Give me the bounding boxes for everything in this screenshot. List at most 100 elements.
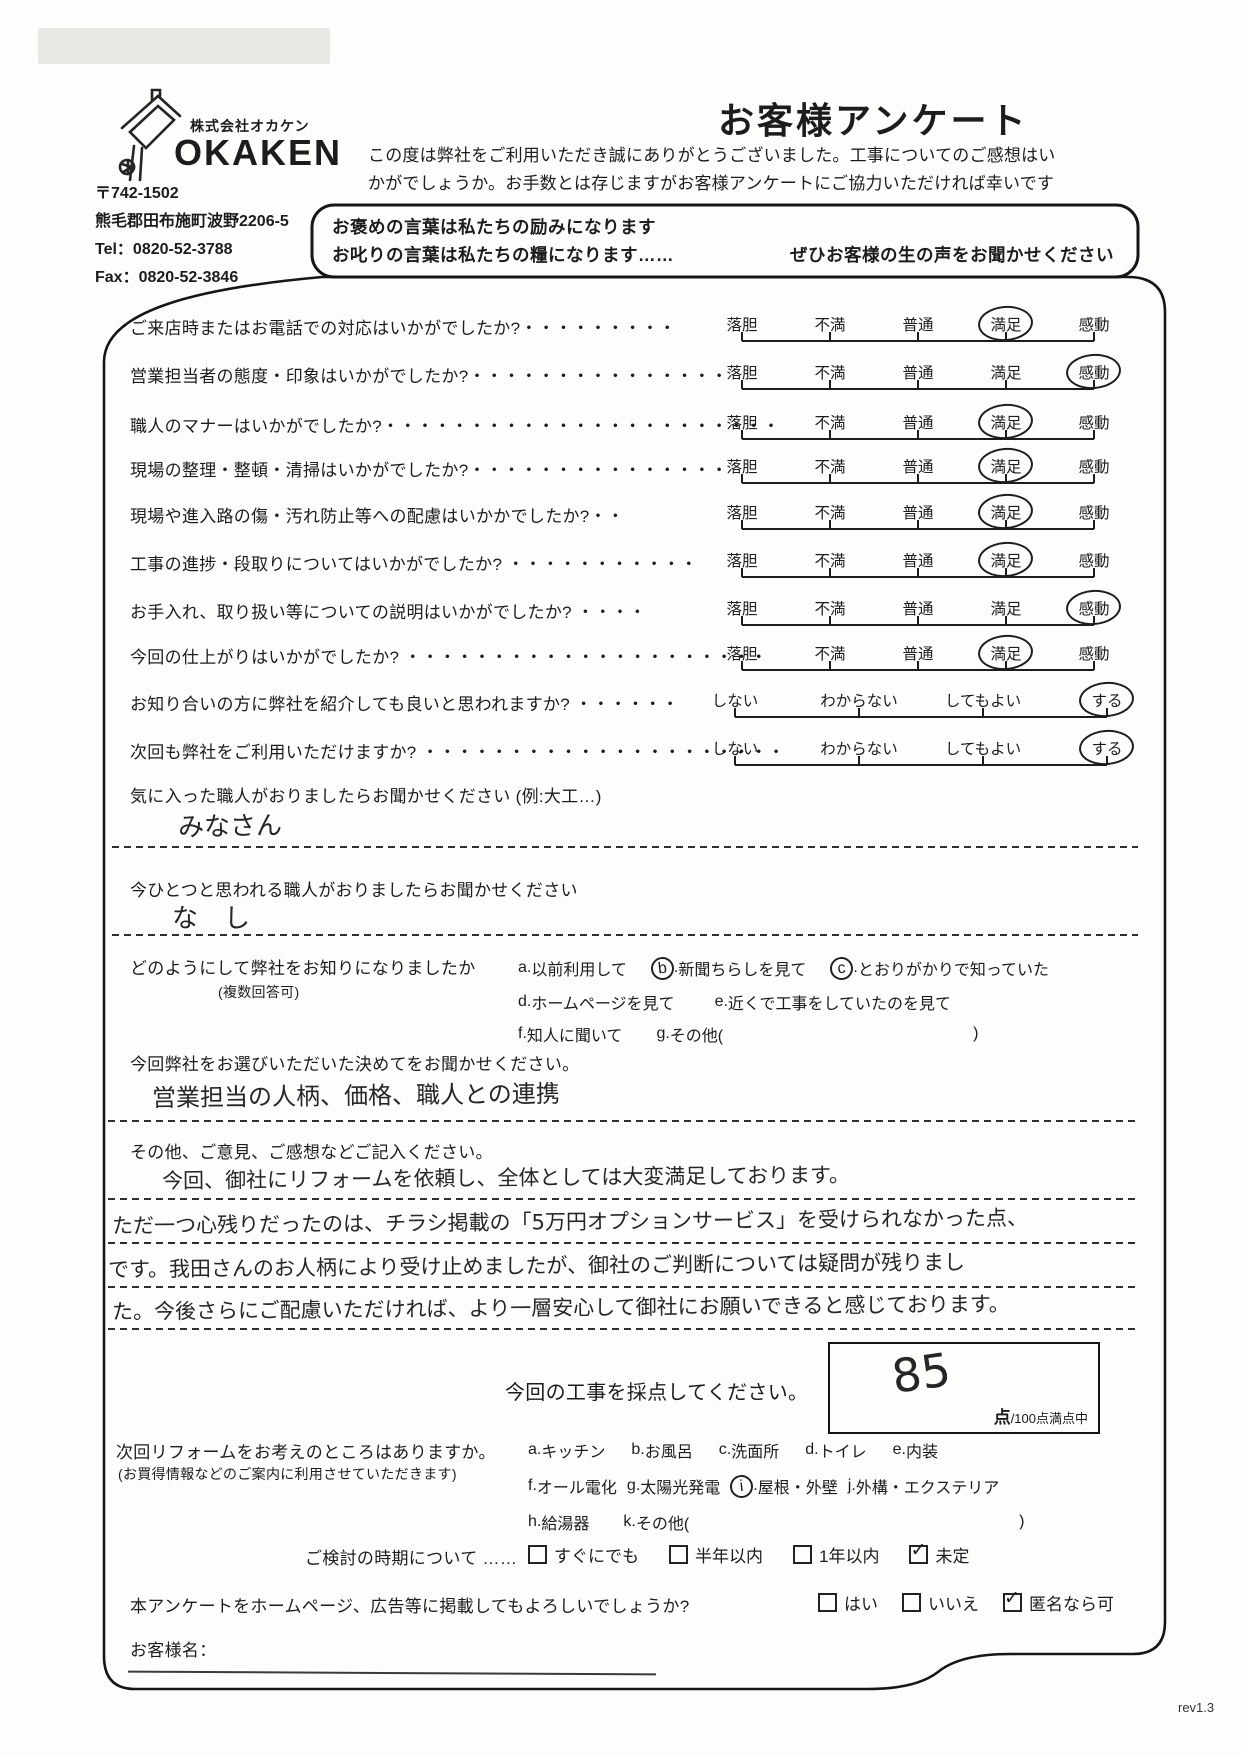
scale-option-selected[interactable]: 満足 [962, 498, 1050, 542]
scale-option[interactable]: 満足 [962, 358, 1050, 402]
known-from-option[interactable]: e. 近くで工事をしていたのを見て [715, 990, 951, 1014]
option-letter-dot: . [753, 1477, 758, 1494]
next-reform-option-circled[interactable]: i. 屋根・外壁 [729, 1473, 838, 1499]
known-from-option[interactable]: a. 以前利用して [518, 956, 627, 980]
option-text: 屋根・外壁 [757, 1480, 838, 1497]
scale-option[interactable]: 普通 [874, 639, 962, 683]
scale-option[interactable]: してもよい [921, 686, 1045, 730]
scale-option[interactable]: 不満 [786, 408, 874, 452]
scale-option-selected[interactable]: 感動 [1050, 594, 1138, 638]
scale-option[interactable]: 落胆 [698, 358, 786, 402]
scale-option-label: 落胆 [726, 601, 758, 618]
scale-option[interactable]: 不満 [786, 594, 874, 638]
scale-option[interactable]: 感動 [1050, 310, 1138, 354]
scale-option-selected[interactable]: 感動 [1050, 358, 1138, 402]
option-letter-dot: . [851, 1477, 856, 1494]
scale-option[interactable]: しない [673, 686, 797, 730]
checkbox-icon [528, 1545, 547, 1564]
scale-option[interactable]: 落胆 [698, 639, 786, 683]
scale-option-selected[interactable]: する [1045, 686, 1169, 730]
scale-option-selected[interactable]: 満足 [962, 639, 1050, 683]
scale-option-selected[interactable]: 満足 [962, 408, 1050, 452]
scale-option[interactable]: 落胆 [698, 498, 786, 542]
publish-checkbox[interactable]: はい [818, 1590, 878, 1615]
scale-option[interactable]: 感動 [1050, 408, 1138, 452]
scale-option[interactable]: してもよい [921, 734, 1045, 778]
known-from-option[interactable]: f. 知人に聞いて [518, 1022, 622, 1046]
scale-option[interactable]: 不満 [786, 358, 874, 402]
scale-option[interactable]: 満足 [962, 594, 1050, 638]
checkbox-label: 未定 [935, 1547, 970, 1566]
publish-checkbox[interactable]: いいえ [902, 1590, 979, 1615]
timing-checkbox[interactable]: 1年以内 [793, 1542, 879, 1567]
option-letter: k [623, 1513, 632, 1530]
scale-option-label: 満足 [987, 548, 1024, 572]
scale-option[interactable]: 落胆 [698, 546, 786, 590]
scale-option[interactable]: 普通 [874, 452, 962, 496]
scale-tick [741, 380, 743, 389]
customer-name-input-line[interactable] [127, 1670, 657, 1676]
scale-option[interactable]: 普通 [874, 594, 962, 638]
next-reform-option[interactable]: b. お風呂 [631, 1438, 692, 1462]
checkbox-label: 1年以内 [819, 1547, 880, 1566]
option-text: トイレ [818, 1444, 867, 1461]
next-reform-option[interactable]: d. トイレ [805, 1438, 866, 1462]
scale-option-label: 不満 [814, 415, 846, 432]
scale-option[interactable]: 普通 [874, 408, 962, 452]
option-letter-dot: . [526, 959, 532, 976]
write-line [108, 1286, 1138, 1289]
scale-option[interactable]: 感動 [1050, 639, 1138, 683]
option-letter: e [714, 993, 724, 1010]
scale-option[interactable]: 普通 [874, 358, 962, 402]
next-reform-option[interactable]: h. 給湯器 [528, 1510, 589, 1534]
scale-option-label: してもよい [944, 741, 1022, 758]
scale-option[interactable]: 普通 [874, 546, 962, 590]
scale-option[interactable]: 不満 [786, 452, 874, 496]
comment-line: です。我田さんのお人柄により受け止めましたが、御社のご判断については疑問が残りま… [107, 1250, 966, 1282]
scale-option-label: 落胆 [726, 505, 758, 522]
known-from-option-circled[interactable]: c. とおりがかりで知っていた [829, 955, 1049, 981]
scale-option[interactable]: しない [673, 734, 797, 778]
option-text: オール電化 [536, 1480, 617, 1497]
scale-option[interactable]: 落胆 [698, 408, 786, 452]
next-reform-option[interactable]: k. その他() [623, 1510, 1024, 1534]
scale-option[interactable]: 不満 [786, 546, 874, 590]
scale-tick [917, 380, 919, 389]
scale-option[interactable]: 不満 [786, 639, 874, 683]
timing-checkbox[interactable]: すぐにでも [528, 1542, 639, 1567]
scale-option-selected[interactable]: する [1045, 734, 1169, 778]
scale-tick [982, 708, 984, 717]
next-reform-option[interactable]: a. キッチン [528, 1438, 605, 1462]
scale-option[interactable]: 不満 [786, 498, 874, 542]
next-reform-option[interactable]: c. 洗面所 [719, 1438, 779, 1462]
okaken-logo-icon [118, 88, 182, 182]
scale-option[interactable]: 感動 [1050, 452, 1138, 496]
scale-option-selected[interactable]: 満足 [962, 546, 1050, 590]
scale-option[interactable]: 落胆 [698, 310, 786, 354]
scale-option[interactable]: 感動 [1050, 498, 1138, 542]
scale-option-selected[interactable]: 満足 [962, 452, 1050, 496]
scale-option-label: 満足 [990, 365, 1022, 382]
next-reform-option[interactable]: j. 外構・エクステリア [848, 1474, 1000, 1498]
option-text: 外構・エクステリア [855, 1480, 1000, 1497]
scale-option[interactable]: 感動 [1050, 546, 1138, 590]
next-reform-option[interactable]: g. 太陽光発電 [627, 1474, 720, 1498]
scale-option[interactable]: 落胆 [698, 452, 786, 496]
scale-option[interactable]: 不満 [786, 310, 874, 354]
score-box[interactable]: 85 点/100点満点中 [828, 1342, 1100, 1434]
option-letter-dot: . [673, 959, 679, 976]
known-from-option[interactable]: g. その他() [656, 1022, 978, 1046]
publish-checkbox-checked[interactable]: 匿名なら可 [1003, 1587, 1114, 1615]
known-from-option-circled[interactable]: b. 新聞ちらしを見て [649, 955, 806, 981]
scale-option[interactable]: 落胆 [698, 594, 786, 638]
scale-option[interactable]: わからない [797, 734, 921, 778]
scale-option[interactable]: 普通 [874, 498, 962, 542]
scale-option[interactable]: 普通 [874, 310, 962, 354]
timing-checkbox-checked[interactable]: 未定 [909, 1539, 970, 1567]
timing-checkbox[interactable]: 半年以内 [669, 1542, 763, 1567]
known-from-option[interactable]: d. ホームページを見て [518, 990, 675, 1014]
next-reform-option[interactable]: e. 内装 [893, 1438, 938, 1462]
scale-option-selected[interactable]: 満足 [962, 310, 1050, 354]
scale-option[interactable]: わからない [797, 686, 921, 730]
next-reform-option[interactable]: f. オール電化 [528, 1474, 617, 1498]
